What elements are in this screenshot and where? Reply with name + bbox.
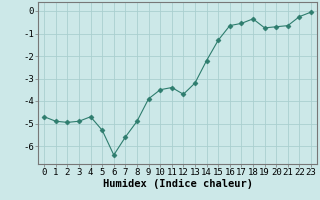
X-axis label: Humidex (Indice chaleur): Humidex (Indice chaleur) [103,179,252,189]
